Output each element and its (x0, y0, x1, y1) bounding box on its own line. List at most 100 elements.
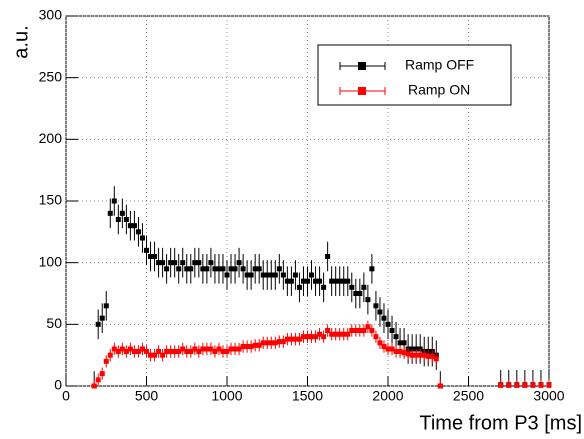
data-point (123, 217, 129, 222)
data-point (180, 346, 186, 352)
data-point (200, 346, 206, 352)
x-tick-label: 2000 (372, 388, 403, 404)
data-point (385, 321, 391, 327)
y-tick-label: 300 (39, 7, 63, 23)
data-point (127, 346, 133, 352)
y-tick-label: 50 (46, 315, 62, 331)
data-point (131, 348, 137, 354)
data-point (317, 331, 323, 337)
data-point (397, 348, 403, 354)
data-point (345, 278, 351, 284)
data-point (184, 266, 190, 272)
x-tick-label: 1000 (211, 388, 242, 404)
data-point (309, 334, 315, 340)
data-point (498, 382, 504, 388)
data-point (417, 352, 423, 358)
data-point (272, 272, 278, 278)
data-point (180, 260, 186, 266)
data-point (377, 340, 383, 346)
data-point (325, 328, 331, 333)
data-point (333, 331, 339, 337)
data-point (216, 266, 222, 272)
data-point (228, 346, 234, 352)
x-tick-label: 3000 (533, 388, 564, 404)
data-point (268, 340, 274, 346)
legend-box (317, 44, 512, 106)
data-point (95, 321, 101, 327)
data-point (107, 210, 113, 216)
data-point (329, 331, 335, 337)
data-point (188, 266, 194, 272)
data-point (228, 266, 234, 272)
data-point (160, 352, 166, 358)
data-point (349, 284, 355, 290)
data-point (244, 344, 250, 350)
data-point (337, 278, 343, 284)
data-point (212, 348, 218, 354)
x-tick-label: 0 (62, 388, 70, 404)
data-point (361, 328, 367, 333)
data-point (393, 348, 399, 354)
data-point (341, 278, 347, 284)
data-point (329, 278, 335, 284)
data-point (373, 303, 379, 309)
data-point (409, 352, 415, 358)
data-point (144, 348, 149, 354)
data-point (353, 328, 359, 333)
data-point (236, 346, 242, 352)
data-point (204, 266, 210, 272)
data-point (176, 266, 182, 272)
data-point (139, 346, 145, 352)
legend-marker (358, 62, 366, 70)
data-point (115, 348, 121, 354)
data-point (264, 272, 270, 278)
data-point (385, 346, 391, 352)
data-point (216, 346, 222, 352)
data-point (300, 278, 306, 284)
x-tick-label: 2500 (453, 388, 484, 404)
data-point (369, 266, 375, 272)
data-point (168, 260, 174, 266)
data-point (276, 339, 282, 345)
data-point (357, 291, 363, 296)
data-point (305, 334, 310, 340)
data-point (292, 336, 298, 342)
data-point (244, 272, 250, 278)
data-point (260, 340, 266, 346)
data-point (156, 348, 162, 354)
data-point (232, 266, 238, 272)
data-point (103, 303, 109, 309)
data-point (361, 284, 367, 290)
data-point (280, 272, 286, 278)
data-point (135, 229, 141, 235)
data-point (296, 284, 302, 290)
data-point (365, 324, 371, 330)
data-point (349, 328, 355, 333)
data-point (164, 266, 170, 272)
data-point (176, 348, 182, 354)
data-point (248, 272, 254, 278)
data-point (369, 328, 375, 333)
data-point (341, 331, 347, 337)
data-point (353, 291, 359, 296)
data-point (160, 260, 166, 266)
data-point (401, 350, 407, 356)
data-point (321, 284, 327, 290)
data-point (248, 344, 254, 350)
data-point (212, 266, 218, 272)
data-point (284, 336, 290, 342)
data-point (256, 342, 262, 348)
data-point (389, 328, 395, 333)
data-point (313, 334, 319, 340)
data-point (168, 348, 174, 354)
data-point (224, 348, 230, 354)
data-point (99, 371, 105, 377)
data-point (95, 377, 101, 383)
data-point (401, 340, 407, 346)
y-tick-label: 250 (39, 68, 63, 84)
data-point (333, 278, 339, 284)
data-point (365, 297, 371, 303)
data-point (220, 348, 226, 354)
data-point (405, 351, 411, 357)
data-point (421, 352, 427, 358)
